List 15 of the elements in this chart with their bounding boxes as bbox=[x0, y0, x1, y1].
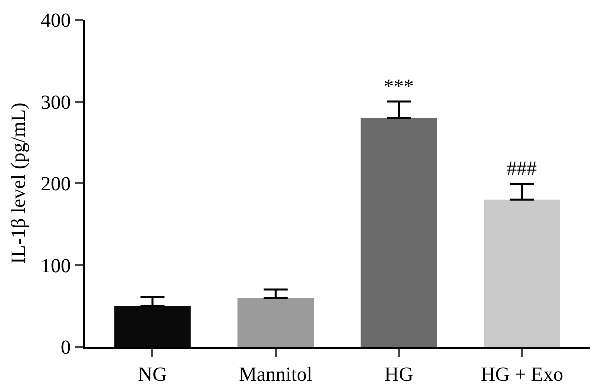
annotation: ### bbox=[507, 158, 537, 180]
annotation: *** bbox=[384, 76, 414, 98]
x-tick-label: Mannitol bbox=[239, 364, 314, 386]
y-tick-label: 300 bbox=[41, 92, 71, 114]
y-tick-label: 200 bbox=[41, 174, 71, 196]
y-tick-label: 100 bbox=[41, 255, 71, 278]
bar bbox=[484, 200, 560, 347]
y-tick-label: 400 bbox=[41, 10, 71, 32]
bar bbox=[238, 298, 314, 347]
y-axis-title: IL-1β level (pg/mL) bbox=[8, 102, 30, 264]
bar bbox=[360, 118, 438, 347]
x-tick-label: NG bbox=[138, 364, 168, 386]
x-tick-label: HG bbox=[384, 364, 414, 386]
x-tick-label: HG + Exo bbox=[481, 364, 564, 386]
y-tick-label: 0 bbox=[61, 337, 71, 359]
